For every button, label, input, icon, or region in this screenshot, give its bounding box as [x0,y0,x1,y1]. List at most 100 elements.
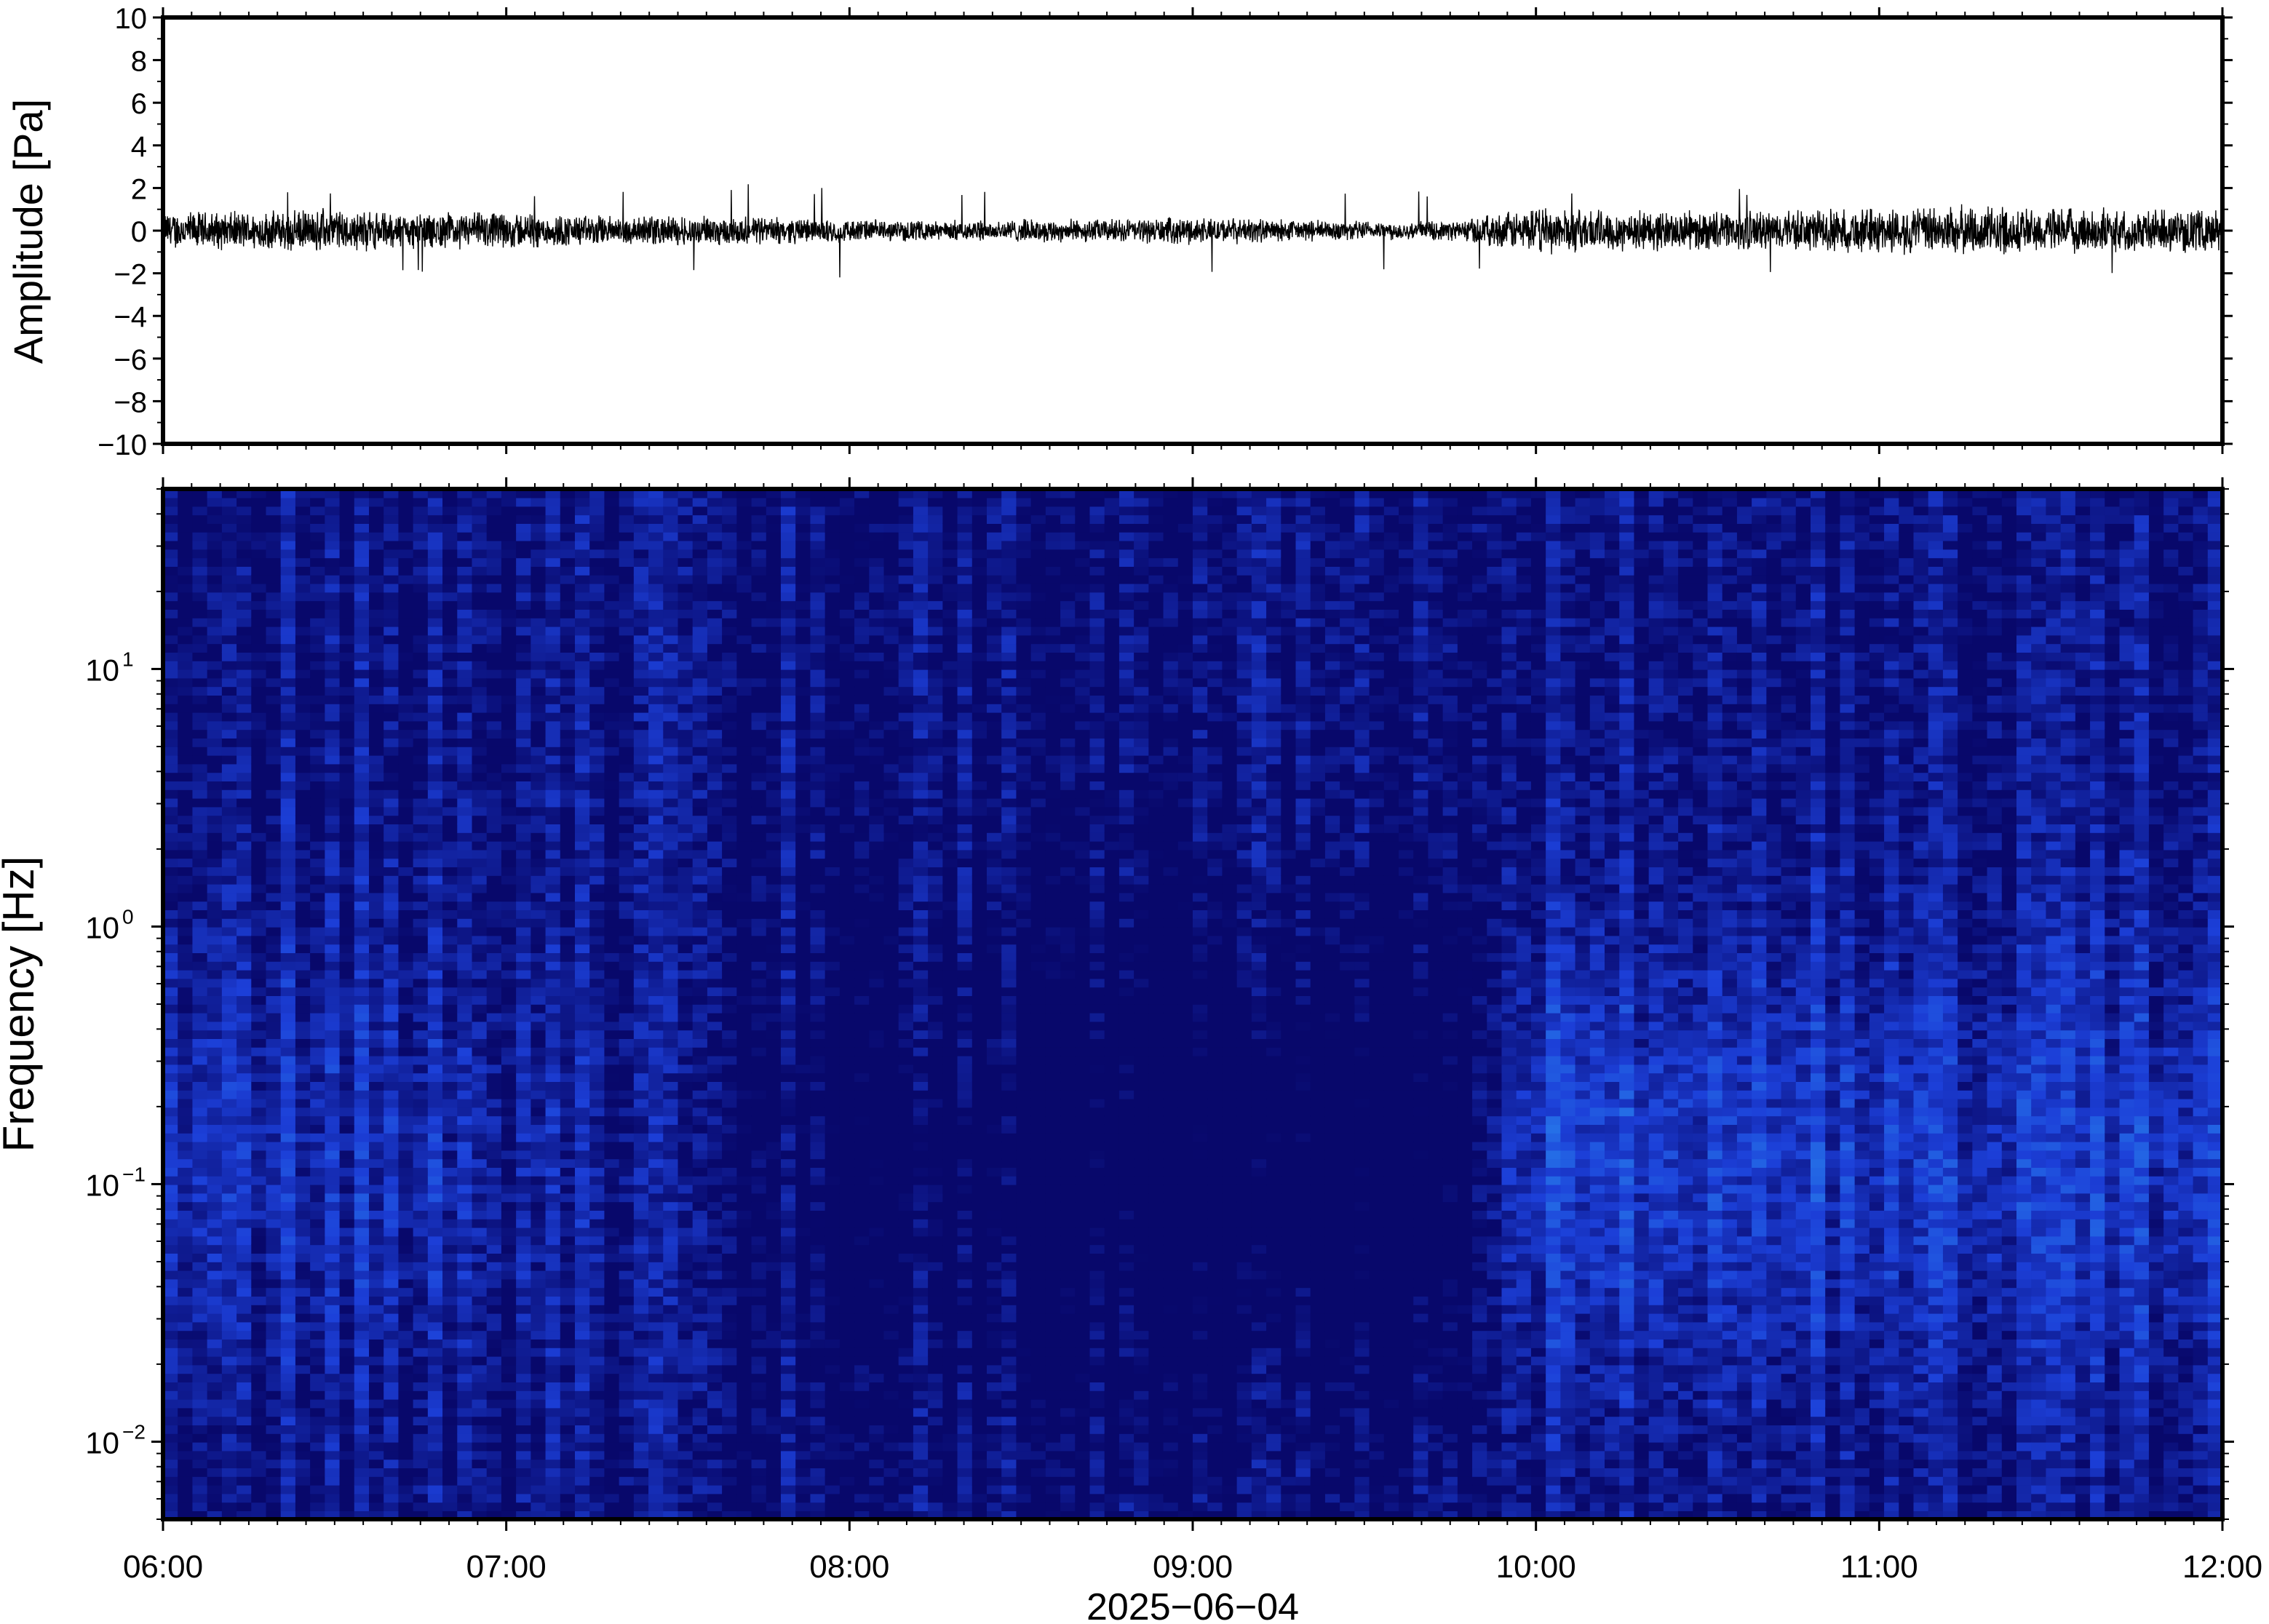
spectrogram-cell [398,583,414,593]
spectrogram-cell [692,1493,708,1503]
spectrogram-cell [457,883,473,893]
spectrogram-cell [736,867,752,876]
spectrogram-cell [648,1356,664,1366]
spectrogram-cell [442,661,458,670]
spectrogram-cell [398,961,414,971]
spectrogram-cell [192,1441,208,1452]
spectrogram-cell [604,1158,620,1168]
spectrogram-cell [677,1390,694,1400]
spectrogram-cell [310,1141,326,1151]
spectrogram-cell [648,961,664,971]
spectrogram-cell [295,815,311,824]
spectrogram-cell [457,1012,473,1022]
spectrogram-cell [707,1356,723,1366]
spectrogram-cell [501,1124,517,1134]
spectrogram-cell [178,592,194,602]
spectrogram-cell [457,1305,473,1314]
spectrogram-cell [648,695,664,704]
spectrogram-cell [178,1433,194,1443]
spectrogram-cell [516,1021,532,1031]
spectrogram-cell [575,849,591,859]
spectrogram-cell [633,763,649,773]
spectrogram-cell [736,1201,752,1211]
spectrogram-cell [677,858,694,867]
spectrogram-cell [310,1356,326,1366]
spectrogram-cell [207,661,223,670]
spectrogram-cell [178,1150,194,1160]
spectrogram-cell [692,1072,708,1082]
spectrogram-cell [354,1321,370,1332]
spectrogram-cell [192,566,208,576]
spectrogram-cell [707,797,723,808]
spectrogram-cell [516,514,532,524]
spectrogram-cell [707,840,723,851]
spectrogram-cell [295,686,311,696]
amp-ytick-label: 10 [115,3,148,35]
spectrogram-cell [619,618,635,627]
spectrogram-cell [384,695,400,704]
spectrogram-cell [736,1278,752,1289]
spectrogram-cell [545,626,561,636]
spectrogram-cell [398,832,414,842]
spectrogram-cell [545,566,561,576]
spectrogram-cell [442,1339,458,1348]
spectrogram-cell [398,815,414,824]
spectrogram-cell [486,540,502,550]
spectrogram-cell [604,1133,620,1142]
spectrogram-cell [692,883,708,893]
spectrogram-cell [619,566,635,576]
spectrogram-cell [472,609,488,618]
spectrogram-cell [280,1278,296,1289]
spectrogram-cell [237,832,253,842]
spectrogram-cell [178,1115,194,1125]
spectrogram-cell [310,901,326,910]
spectrogram-cell [516,1425,532,1434]
spectrogram-cell [427,720,443,731]
spectrogram-cell [295,592,311,602]
spectrogram-cell [707,557,723,567]
spectrogram-cell [560,575,576,584]
spectrogram-cell [692,1398,708,1409]
spectrogram-cell [604,1364,620,1374]
spectrogram-cell [692,772,708,781]
spectrogram-cell [163,686,179,696]
spectrogram-cell [545,806,561,816]
spectrogram-cell [163,600,179,610]
spectrogram-cell [486,797,502,808]
spectrogram-cell [251,497,267,507]
spectrogram-cell [251,918,267,928]
spectrogram-cell [604,909,620,919]
spectrogram-cell [648,1004,664,1014]
spectrogram-cell [237,952,253,962]
spectrogram-cell [707,909,723,919]
spectrogram-cell [427,969,443,979]
spectrogram-cell [707,1339,723,1348]
spectrogram-cell [472,1184,488,1194]
spectrogram-cell [722,1356,738,1366]
spectrogram-cell [486,1450,502,1460]
spectrogram-cell [501,661,517,670]
spectrogram-cell [207,523,223,533]
spectrogram-cell [633,1012,649,1022]
spectrogram-cell [192,1416,208,1425]
spectrogram-cell [237,1356,253,1366]
spectrogram-cell [310,1253,326,1262]
spectrogram-cell [575,875,591,885]
spectrogram-cell [692,978,708,988]
spectrogram-cell [237,1330,253,1340]
spectrogram-cell [472,747,488,756]
spectrogram-cell [237,1047,253,1056]
spectrogram-cell [280,720,296,731]
spectrogram-cell [310,1278,326,1289]
spectrogram-cell [295,797,311,808]
spectrogram-cell [648,609,664,618]
spectrogram-cell [295,987,311,996]
spectrogram-cell [442,720,458,731]
spectrogram-cell [575,1468,591,1477]
spectrogram-cell [442,918,458,928]
spectrogram-cell [442,1278,458,1289]
spectrogram-cell [722,961,738,971]
spectrogram-cell [384,514,400,524]
spectrogram-cell [369,514,385,524]
spectrogram-cell [413,987,429,996]
